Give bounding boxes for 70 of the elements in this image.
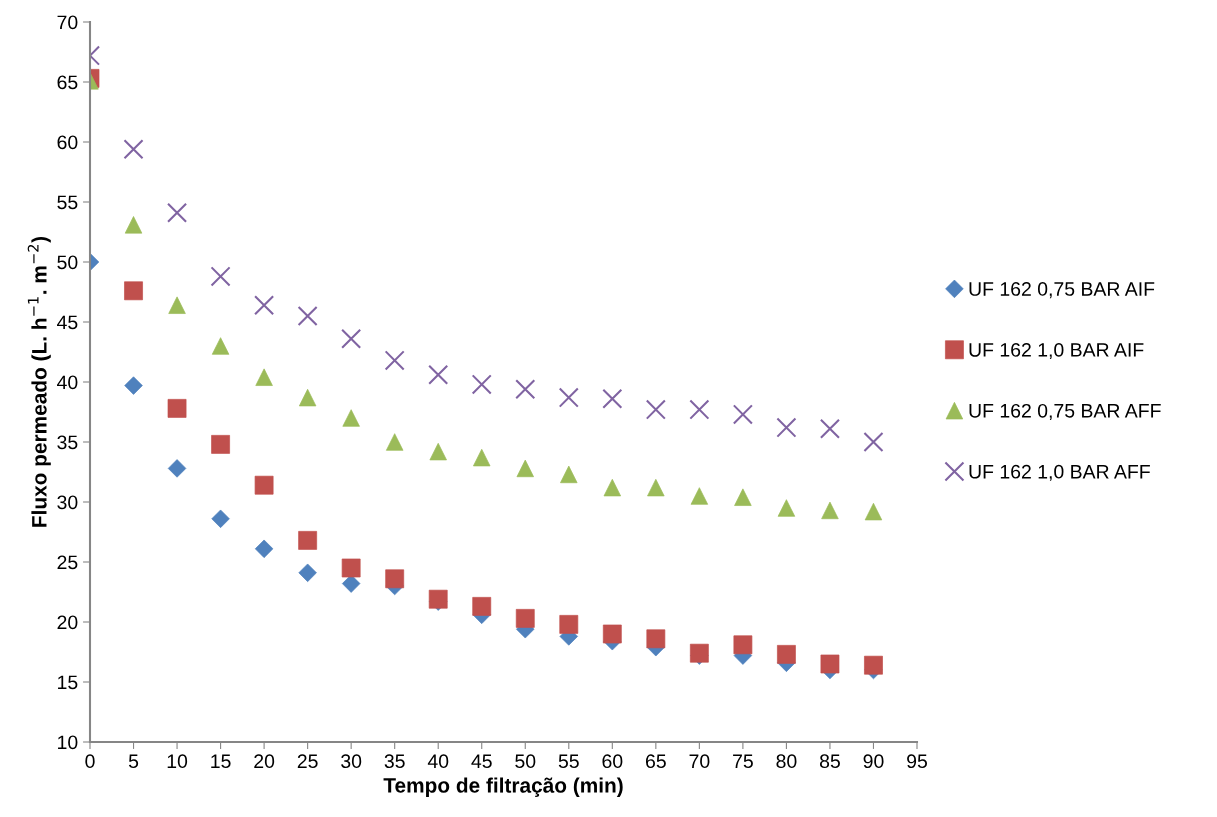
legend-label: UF 162 0,75 BAR AFF (969, 403, 1161, 420)
x-tick-label: 15 (211, 754, 231, 769)
x-axis-title: Tempo de filtração (min) (383, 777, 623, 797)
x-tick-label: 0 (85, 754, 95, 769)
point (602, 624, 622, 644)
x-tick-label: 70 (689, 754, 710, 769)
x-tick-label: 55 (558, 754, 579, 769)
x-tick-label: 35 (384, 754, 405, 769)
y-tick-label: 35 (57, 435, 78, 450)
y-tick-label: 50 (57, 255, 78, 270)
y-tick-label: 15 (58, 675, 78, 690)
point (776, 417, 797, 438)
point (820, 654, 840, 674)
y-tick-label: 70 (57, 15, 78, 30)
legend-label: UF 162 1,0 BAR AIF (969, 343, 1144, 360)
point (297, 305, 318, 327)
y-tick-label: 25 (57, 555, 78, 570)
x-tick-label: 40 (427, 754, 449, 769)
point (123, 139, 144, 160)
y-tick-label: 45 (57, 315, 78, 330)
point (558, 387, 579, 408)
y-tick-label: 10 (58, 735, 78, 750)
point (210, 266, 231, 287)
point (602, 388, 623, 409)
x-tick-label: 30 (341, 754, 362, 769)
point (734, 488, 752, 506)
y-tick-label: 40 (57, 375, 78, 390)
point (689, 399, 710, 420)
point (515, 379, 536, 400)
point (645, 399, 666, 420)
point (471, 374, 492, 395)
point (384, 350, 405, 371)
point (211, 509, 230, 528)
x-tick-label: 80 (776, 754, 797, 769)
point (254, 295, 275, 316)
x-tick-label: 75 (733, 754, 753, 769)
point (732, 404, 753, 425)
y-tick-label: 55 (57, 195, 78, 210)
y-axis-title: Fluxo permeado (L. h$^{−1}$. m$^{−2}$) (27, 236, 51, 527)
point (819, 418, 841, 439)
point (211, 435, 230, 454)
x-tick-label: 25 (297, 754, 318, 769)
point (298, 531, 318, 550)
point (864, 502, 883, 521)
x-tick-label: 20 (254, 754, 275, 769)
point (863, 431, 884, 453)
point (341, 328, 362, 349)
point (167, 459, 187, 478)
y-tick-label: 20 (57, 615, 78, 630)
y-tick-label: 60 (57, 135, 78, 150)
x-tick-label: 65 (646, 754, 666, 769)
point (166, 202, 188, 223)
x-tick-label: 10 (167, 754, 188, 769)
y-tick-label: 65 (57, 75, 78, 90)
point (255, 368, 273, 386)
x-tick-label: 95 (907, 754, 927, 769)
x-tick-label: 45 (471, 754, 492, 769)
y-tick-label: 30 (57, 495, 78, 510)
x-tick-label: 5 (128, 754, 139, 769)
legend-label: UF 162 0,75 BAR AIF (969, 282, 1155, 299)
point (124, 281, 143, 301)
point (777, 645, 796, 664)
x-tick-label: 90 (863, 754, 884, 769)
point (168, 296, 186, 314)
point (428, 364, 449, 385)
x-tick-label: 85 (819, 754, 840, 769)
legend-label: UF 162 1,0 BAR AFF (969, 464, 1150, 481)
point (515, 609, 535, 628)
x-tick-label: 60 (602, 754, 623, 769)
x-tick-label: 50 (515, 754, 536, 769)
